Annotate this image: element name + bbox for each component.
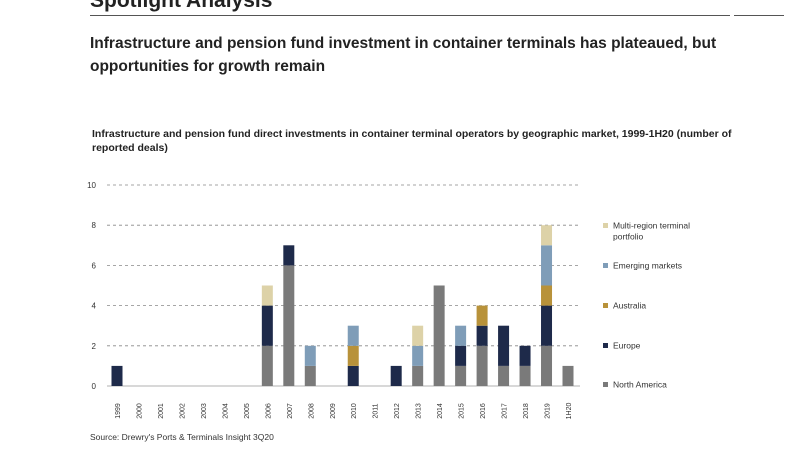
x-tick-label-2007: 2007 xyxy=(287,403,294,419)
x-tick-label-2016: 2016 xyxy=(480,403,487,419)
legend-swatch-europe xyxy=(603,343,608,348)
legend-swatch-emerging-markets xyxy=(603,263,608,268)
bar-segment-2010-europe xyxy=(347,365,359,386)
header-divider xyxy=(90,15,730,16)
x-tick-label-1999: 1999 xyxy=(115,403,122,419)
bar-segment-2013-north-america xyxy=(412,365,424,386)
section-title: Spotlight Analysis xyxy=(90,0,273,12)
x-tick-label-2010: 2010 xyxy=(351,403,358,419)
bar-segment-2014-north-america xyxy=(433,285,445,386)
x-tick-label-2019: 2019 xyxy=(545,403,552,419)
x-tick-label-2012: 2012 xyxy=(394,403,401,419)
bar-segment-2019-australia xyxy=(541,285,553,306)
legend-swatch-north-america xyxy=(603,382,608,387)
legend-label-north-america: North America xyxy=(613,380,667,390)
legend-label-multi-region-terminal-portfolio: Multi-region terminal portfolio xyxy=(613,221,690,242)
x-tick-label-2013: 2013 xyxy=(416,403,423,419)
bar-segment-2018-north-america xyxy=(519,365,531,386)
bar-segment-2019-emerging-markets xyxy=(541,245,553,286)
bar-segment-2016-north-america xyxy=(476,345,488,386)
bar-segment-2015-europe xyxy=(455,345,467,366)
bar-segment-2019-multi-region-terminal-portfolio xyxy=(541,225,553,246)
bar-segment-2015-north-america xyxy=(455,365,467,386)
y-tick-label-10: 10 xyxy=(87,181,96,190)
x-tick-label-1h20: 1H20 xyxy=(566,403,573,420)
bar-segment-2007-north-america xyxy=(283,265,295,386)
bar-segment-2017-europe xyxy=(498,325,510,366)
bar-segment-2015-emerging-markets xyxy=(455,325,467,346)
x-tick-label-2003: 2003 xyxy=(201,403,208,419)
x-tick-label-2004: 2004 xyxy=(222,403,229,419)
y-tick-label-4: 4 xyxy=(92,302,97,311)
x-tick-label-2009: 2009 xyxy=(330,403,337,419)
bar-segment-1h20-north-america xyxy=(562,365,574,386)
chart-title: Infrastructure and pension fund direct i… xyxy=(92,128,732,154)
x-tick-label-2014: 2014 xyxy=(437,403,444,419)
x-tick-label-2005: 2005 xyxy=(244,403,251,419)
y-tick-label-6: 6 xyxy=(92,261,97,270)
header-divider-right xyxy=(734,15,784,16)
bar-segment-2006-multi-region-terminal-portfolio xyxy=(261,285,273,306)
x-tick-label-2008: 2008 xyxy=(308,403,315,419)
legend-swatch-multi-region-terminal-portfolio xyxy=(603,223,608,228)
x-tick-label-2002: 2002 xyxy=(179,403,186,419)
legend-label-europe: Europe xyxy=(613,341,641,351)
bar-segment-2010-emerging-markets xyxy=(347,325,359,346)
x-tick-label-2011: 2011 xyxy=(373,403,380,418)
bar-segment-2017-north-america xyxy=(498,365,510,386)
bar-segment-2016-australia xyxy=(476,305,488,326)
x-tick-label-2015: 2015 xyxy=(459,403,466,419)
x-tick-label-2018: 2018 xyxy=(523,403,530,419)
bar-segment-2019-north-america xyxy=(541,345,553,386)
x-tick-label-2006: 2006 xyxy=(265,403,272,419)
bar-segment-2013-emerging-markets xyxy=(412,345,424,366)
bar-segment-2006-north-america xyxy=(261,345,273,386)
y-tick-label-2: 2 xyxy=(92,342,97,351)
bar-segment-2013-multi-region-terminal-portfolio xyxy=(412,325,424,346)
bar-segment-2008-emerging-markets xyxy=(304,345,316,366)
bar-segment-2016-europe xyxy=(476,325,488,346)
y-tick-label-0: 0 xyxy=(92,382,97,391)
legend-swatch-australia xyxy=(603,303,608,308)
x-tick-label-2017: 2017 xyxy=(502,403,509,419)
bar-segment-2008-north-america xyxy=(304,365,316,386)
bar-segment-1999-europe xyxy=(111,365,123,386)
bar-segment-2006-europe xyxy=(261,305,273,346)
x-tick-label-2000: 2000 xyxy=(136,403,143,419)
legend-label-emerging-markets: Emerging markets xyxy=(613,261,682,271)
y-tick-label-8: 8 xyxy=(92,221,97,230)
bar-segment-2010-australia xyxy=(347,345,359,366)
bar-segment-2012-europe xyxy=(390,365,402,386)
source-note: Source: Drewry's Ports & Terminals Insig… xyxy=(90,432,274,442)
bar-segment-2007-europe xyxy=(283,245,295,266)
bar-segment-2019-europe xyxy=(541,305,553,346)
legend-label-australia: Australia xyxy=(613,301,646,311)
x-tick-label-2001: 2001 xyxy=(158,403,165,419)
bar-segment-2018-europe xyxy=(519,345,531,366)
page-headline: Infrastructure and pension fund investme… xyxy=(90,35,717,75)
